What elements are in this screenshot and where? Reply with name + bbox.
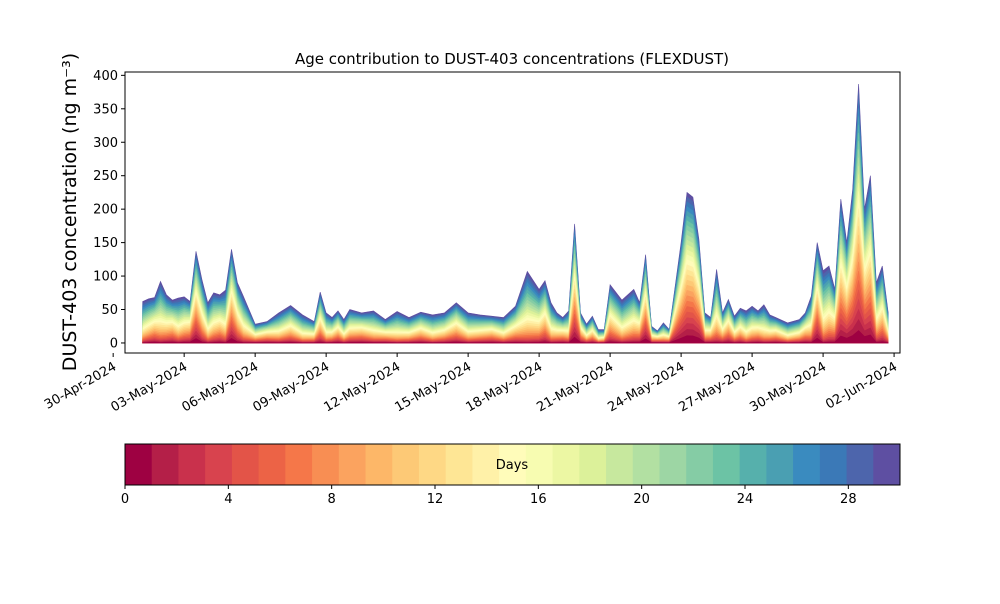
x-tick-label: 03-May-2024 [108, 359, 190, 415]
colorbar-segment [659, 444, 687, 485]
x-tick-label: 18-May-2024 [463, 359, 545, 415]
colorbar-segment [472, 444, 500, 485]
chart-title: Age contribution to DUST-403 concentrati… [295, 50, 729, 68]
colorbar-tick-label: 16 [530, 492, 547, 507]
colorbar-segment [418, 444, 447, 485]
colorbar-tick-label: 4 [224, 492, 232, 507]
colorbar-segment [712, 444, 741, 485]
colorbar-label: Days [496, 458, 529, 473]
colorbar-segment [178, 444, 206, 485]
colorbar-segment [125, 444, 153, 485]
y-tick-label: 200 [93, 203, 118, 218]
y-axis-label: DUST-403 concentration (ng m⁻³) [59, 53, 81, 371]
colorbar-segment [499, 444, 527, 485]
age-band-28 [142, 83, 889, 344]
colorbar-segment [285, 444, 313, 485]
colorbar-segment [552, 444, 580, 485]
colorbar-segment [338, 444, 367, 485]
colorbar-segment [793, 444, 821, 485]
colorbar-segment [231, 444, 260, 485]
colorbar-tick-label: 12 [427, 492, 444, 507]
colorbar-segment [606, 444, 634, 485]
x-tick-label: 21-May-2024 [534, 359, 616, 415]
y-tick-label: 400 [93, 69, 118, 84]
colorbar: 0 4 8 12 16 20 24 28 [121, 443, 901, 507]
y-tick-label: 100 [93, 270, 118, 285]
x-tick-label: 12-May-2024 [321, 359, 403, 415]
colorbar-tick-label: 24 [737, 492, 754, 507]
age-band-0 [142, 330, 889, 344]
colorbar-tick-label: 28 [840, 492, 857, 507]
colorbar-segment [686, 444, 714, 485]
colorbar-segment [766, 444, 794, 485]
x-tick-label: 09-May-2024 [250, 359, 332, 415]
colorbar-segment [846, 444, 874, 485]
main-axes: 05010015020025030035040030-Apr-202403-Ma… [42, 69, 901, 415]
colorbar-segment [392, 444, 420, 485]
colorbar-segment [445, 444, 473, 485]
x-tick-label: 02-Jun-2024 [823, 359, 900, 412]
colorbar-segment [739, 444, 767, 485]
colorbar-frame [124, 443, 901, 486]
y-tick-label: 150 [93, 236, 118, 251]
colorbar-tick-label: 0 [121, 492, 129, 507]
colorbar-tick-label: 20 [633, 492, 650, 507]
colorbar-segment [365, 444, 393, 485]
x-tick-label: 15-May-2024 [392, 359, 474, 415]
y-tick-label: 300 [93, 136, 118, 151]
colorbar-segment [819, 444, 848, 485]
y-tick-label: 350 [93, 102, 118, 117]
x-tick-label: 06-May-2024 [179, 359, 261, 415]
colorbar-segment [873, 444, 901, 485]
x-tick-label: 24-May-2024 [605, 359, 687, 415]
plot-frame [124, 71, 901, 354]
y-tick-label: 0 [110, 336, 118, 351]
colorbar-segment [151, 444, 179, 485]
x-tick-label: 27-May-2024 [676, 359, 758, 415]
colorbar-segment [632, 444, 660, 485]
y-tick-label: 250 [93, 169, 118, 184]
age-band-27 [142, 92, 889, 344]
stacked-age-areas [142, 83, 889, 344]
x-tick-label: 30-May-2024 [747, 359, 829, 415]
y-tick-label: 50 [101, 303, 118, 318]
colorbar-segment [525, 444, 554, 485]
colorbar-segment [258, 444, 286, 485]
colorbar-segment [312, 444, 340, 485]
colorbar-segment [579, 444, 607, 485]
colorbar-segment [205, 444, 233, 485]
colorbar-tick-label: 8 [328, 492, 336, 507]
